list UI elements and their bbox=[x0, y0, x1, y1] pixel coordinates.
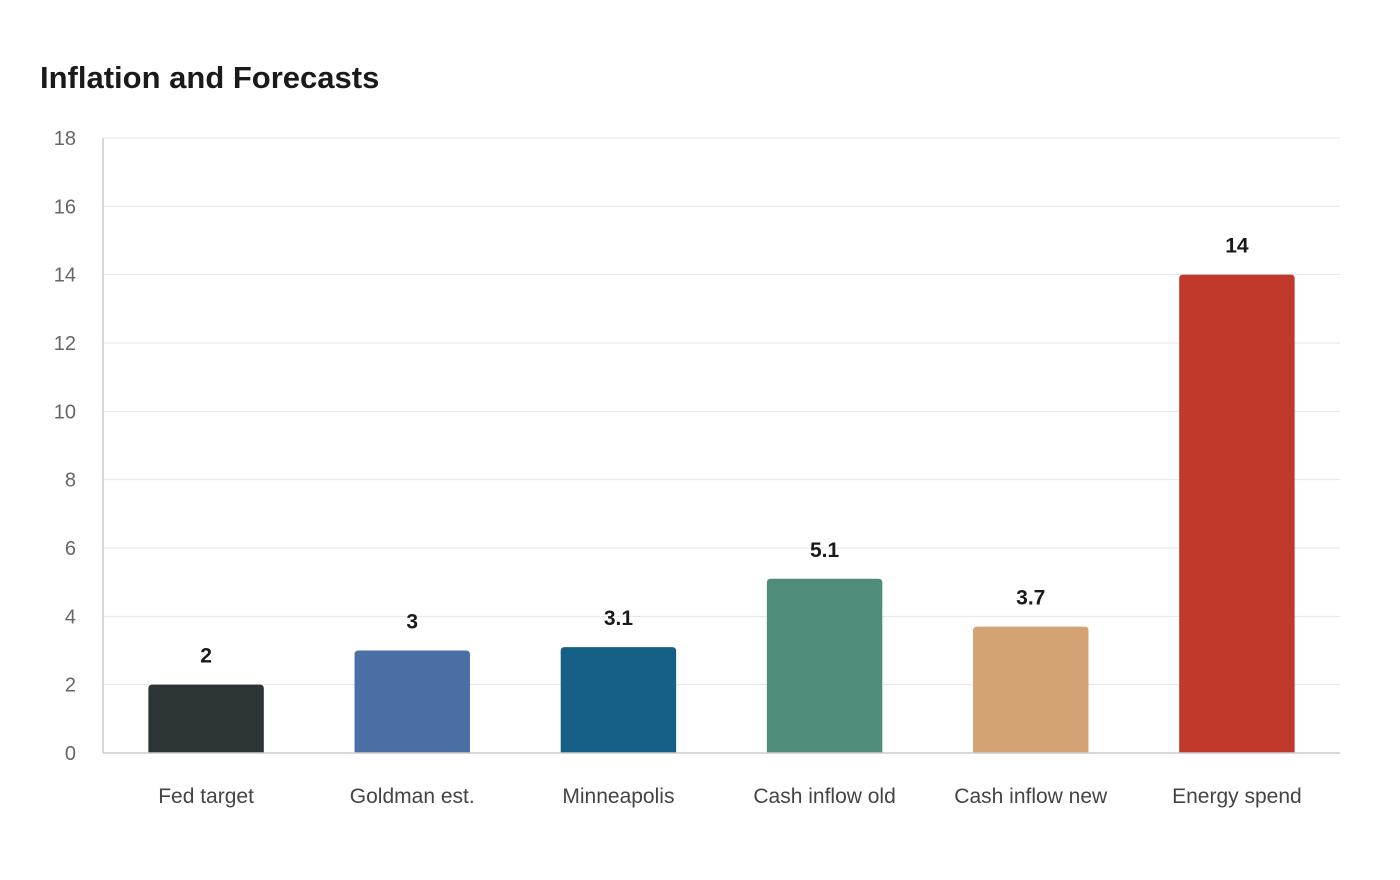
y-tick-label: 18 bbox=[54, 128, 76, 150]
y-tick-label: 10 bbox=[54, 401, 76, 423]
x-tick-label: Minneapolis bbox=[562, 785, 674, 808]
x-tick-label: Fed target bbox=[158, 785, 254, 808]
y-axis-ticks: 0 2 4 6 8 10 12 14 16 18 bbox=[54, 128, 76, 765]
bar-goldman-est bbox=[354, 650, 470, 753]
data-label: 3.7 bbox=[1016, 587, 1045, 610]
bar-fed-target bbox=[148, 684, 264, 753]
chart-title: Inflation and Forecasts bbox=[40, 60, 380, 95]
x-tick-label: Goldman est. bbox=[350, 785, 475, 808]
bar-cash-inflow-old bbox=[766, 578, 883, 753]
y-tick-label: 2 bbox=[65, 675, 76, 697]
bar-cash-inflow-new bbox=[973, 626, 1089, 753]
bars bbox=[148, 274, 1295, 753]
data-label: 14 bbox=[1225, 235, 1249, 258]
x-tick-label: Energy spend bbox=[1172, 785, 1302, 808]
data-label: 2 bbox=[200, 645, 212, 668]
y-tick-label: 8 bbox=[65, 470, 76, 492]
data-label: 3.1 bbox=[604, 607, 634, 630]
bar-energy-spend bbox=[1179, 274, 1295, 753]
y-tick-label: 14 bbox=[54, 265, 76, 287]
x-axis-ticks: Fed target Goldman est. Minneapolis Cash in… bbox=[158, 785, 1301, 808]
data-label: 5.1 bbox=[810, 539, 840, 562]
y-tick-label: 16 bbox=[54, 196, 76, 218]
y-tick-label: 4 bbox=[65, 606, 76, 628]
y-tick-label: 6 bbox=[65, 538, 76, 560]
y-tick-label: 12 bbox=[54, 333, 76, 355]
x-tick-label: Cash inflow new bbox=[954, 785, 1108, 808]
data-labels: 2 3 3.1 5.1 3.7 14 bbox=[200, 235, 1249, 668]
x-tick-label: Cash inflow old bbox=[753, 785, 895, 808]
grid-layer bbox=[103, 137, 1340, 686]
y-tick-label: 0 bbox=[65, 743, 76, 765]
data-label: 3 bbox=[406, 611, 418, 634]
bar-minneapolis bbox=[560, 647, 677, 753]
